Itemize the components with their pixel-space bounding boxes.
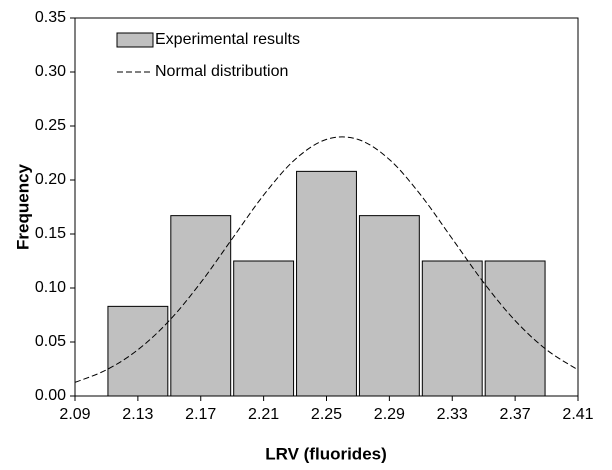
legend-label: Experimental results [155, 31, 300, 48]
y-tick-label: 0.15 [35, 225, 66, 242]
legend-label: Normal distribution [155, 63, 288, 80]
bar [358, 215, 420, 397]
bar [421, 260, 483, 397]
x-tick-label: 2.25 [311, 406, 342, 423]
bar [233, 260, 295, 397]
y-tick-label: 0.25 [35, 117, 66, 134]
x-tick-label: 2.41 [562, 406, 593, 423]
x-axis-title: LRV (fluorides) [265, 444, 387, 463]
bar [107, 305, 169, 397]
y-tick-label: 0.30 [35, 63, 66, 80]
x-tick-label: 2.37 [500, 406, 531, 423]
y-tick-label: 0.35 [35, 9, 66, 26]
y-tick-label: 0.20 [35, 171, 66, 188]
x-tick-label: 2.33 [437, 406, 468, 423]
x-tick-label: 2.29 [374, 406, 405, 423]
legend-swatch [116, 32, 154, 48]
x-tick-label: 2.13 [122, 406, 153, 423]
bar [170, 215, 232, 397]
y-tick-label: 0.05 [35, 333, 66, 350]
normal-curve [74, 136, 579, 383]
x-tick-label: 2.17 [185, 406, 216, 423]
x-tick-label: 2.21 [248, 406, 279, 423]
x-tick-label: 2.09 [59, 406, 90, 423]
bar [484, 260, 546, 397]
y-axis-title: Frequency [13, 163, 32, 250]
y-tick-label: 0.00 [35, 387, 66, 404]
bar [296, 170, 357, 397]
y-tick-label: 0.10 [35, 279, 66, 296]
